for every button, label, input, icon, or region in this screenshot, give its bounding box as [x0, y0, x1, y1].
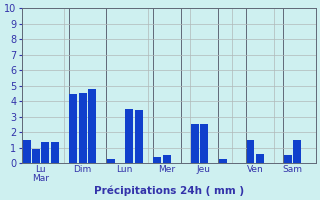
Bar: [69, 94, 77, 163]
Bar: [284, 155, 292, 163]
Bar: [51, 142, 59, 163]
Bar: [79, 93, 87, 163]
Bar: [41, 142, 49, 163]
Bar: [153, 157, 161, 163]
Bar: [247, 140, 254, 163]
X-axis label: Précipitations 24h ( mm ): Précipitations 24h ( mm ): [94, 185, 244, 196]
Bar: [125, 109, 133, 163]
Bar: [32, 149, 40, 163]
Bar: [23, 140, 31, 163]
Bar: [107, 159, 115, 163]
Bar: [219, 159, 227, 163]
Bar: [200, 124, 208, 163]
Bar: [88, 89, 96, 163]
Bar: [256, 154, 264, 163]
Bar: [293, 140, 301, 163]
Bar: [163, 155, 171, 163]
Bar: [191, 124, 198, 163]
Bar: [135, 110, 142, 163]
